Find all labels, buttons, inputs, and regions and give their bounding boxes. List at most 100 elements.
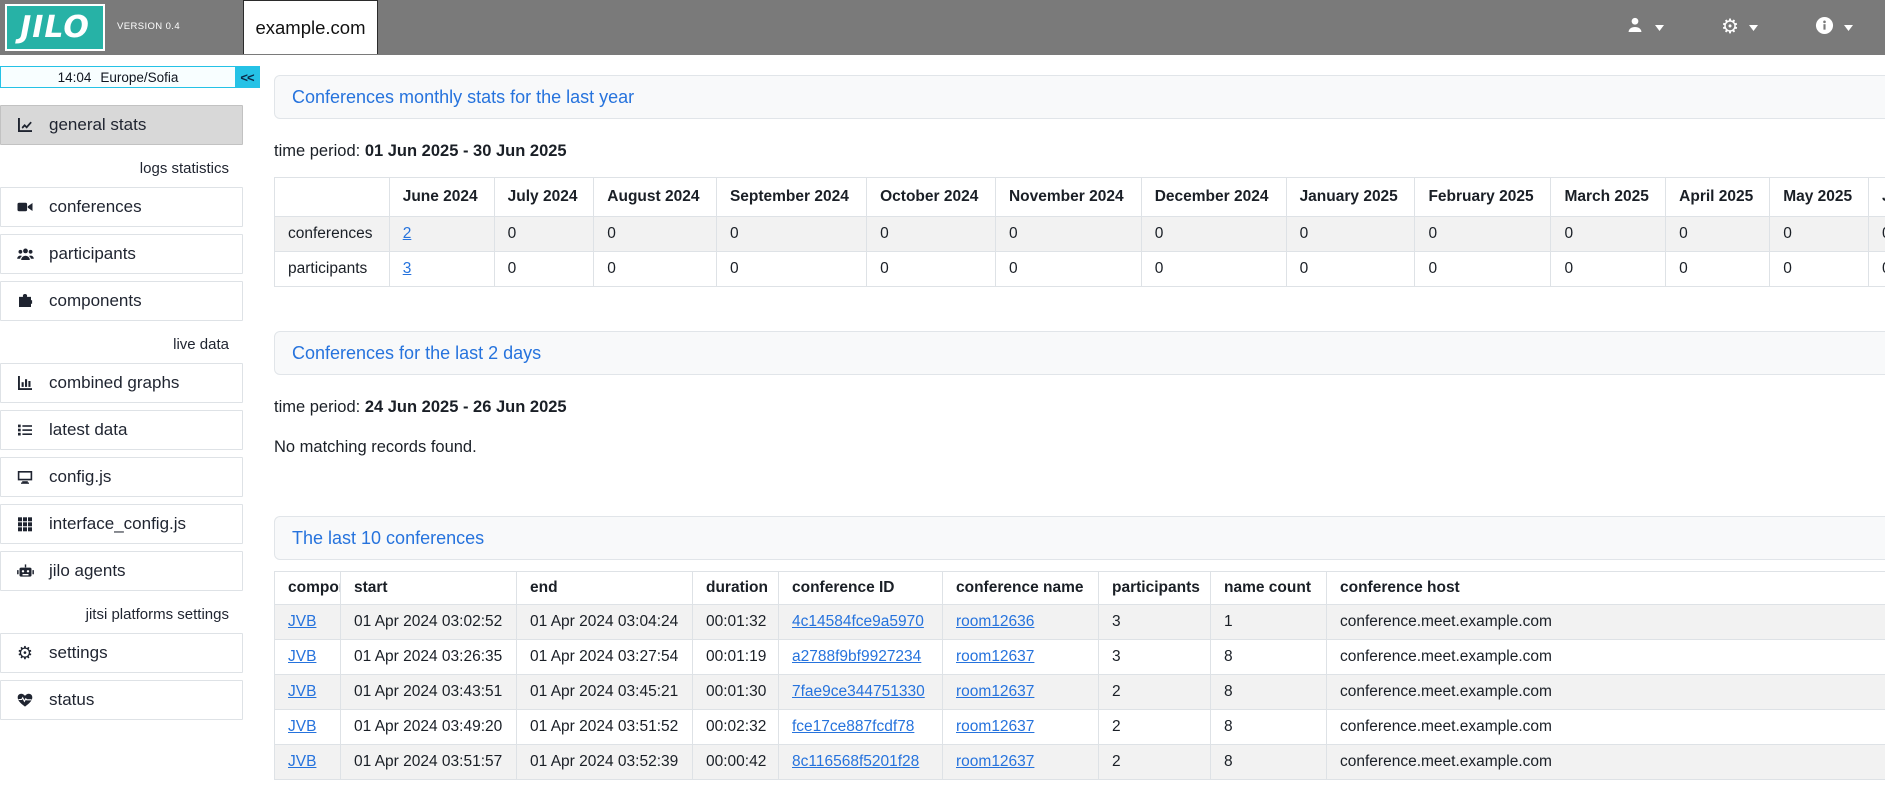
table-cell: 1 [1210, 604, 1327, 640]
bar-chart-icon [14, 375, 36, 391]
time-period-label: time period: [274, 142, 361, 160]
table-cell: 0 [593, 216, 717, 252]
table-link[interactable]: fce17ce887fcdf78 [792, 718, 915, 735]
table-row: JVB 01 Apr 2024 03:43:51 01 Apr 2024 03:45… [274, 674, 1885, 710]
table-cell: 01 Apr 2024 03:51:57 [340, 744, 517, 780]
header-actions: ⚙ [1625, 0, 1885, 55]
sidebar-nav: general stats logs statistics conference… [0, 105, 260, 720]
sidebar-section-label: live data [173, 336, 229, 353]
column-header: name count [1210, 571, 1327, 605]
table-cell: 01 Apr 2024 03:27:54 [516, 639, 693, 675]
sidebar-item-general-stats[interactable]: general stats [0, 105, 243, 145]
section-last-10-conferences: The last 10 conferences componentstarten… [274, 516, 1885, 780]
user-menu-button[interactable] [1625, 16, 1665, 39]
table-cell: 8 [1210, 744, 1327, 780]
table-link[interactable]: JVB [288, 613, 317, 630]
sidebar-item-interface-config-js[interactable]: interface_config.js [0, 504, 243, 544]
table-link[interactable]: 2 [402, 225, 412, 242]
table-cell: 8 [1210, 709, 1327, 745]
clock-timezone: Europe/Sofia [100, 69, 179, 85]
sidebar-item-status[interactable]: status [0, 680, 243, 720]
table-link[interactable]: room12637 [956, 683, 1035, 700]
table-cell: 0 [715, 251, 868, 287]
table-cell: 2 [1098, 674, 1211, 710]
sidebar-item-label: latest data [49, 420, 128, 439]
column-header: start [340, 571, 517, 605]
video-camera-icon [14, 199, 36, 215]
column-header: duration [692, 571, 779, 605]
chevron-down-icon [1844, 24, 1853, 31]
jilo-logo[interactable]: JILO [5, 4, 105, 51]
tab-example-com[interactable]: example.com [243, 0, 378, 54]
table-cell: room12637 [942, 639, 1099, 675]
info-menu-button[interactable] [1815, 16, 1853, 40]
table-link[interactable]: 8c116568f5201f28 [792, 753, 920, 770]
sidebar-collapse-button[interactable]: << [235, 67, 259, 87]
table-cell: 0 [994, 251, 1142, 287]
sidebar-item-settings[interactable]: ⚙ settings [0, 633, 243, 673]
table-cell: conference.meet.example.com [1326, 674, 1885, 710]
table-link[interactable]: room12637 [956, 718, 1035, 735]
sidebar-item-jilo-agents[interactable]: jilo agents [0, 551, 243, 591]
monthly-stats-card-header[interactable]: Conferences monthly stats for the last y… [274, 75, 1885, 119]
table-link[interactable]: 4c14584fce9a5970 [792, 613, 924, 630]
sidebar-item-label: components [49, 291, 142, 310]
table-link[interactable]: JVB [288, 683, 317, 700]
table-cell: 0 [866, 216, 996, 252]
sidebar-item-conferences[interactable]: conferences [0, 187, 243, 227]
list-icon [14, 422, 36, 438]
table-link[interactable]: JVB [288, 753, 317, 770]
table-cell: JVB [274, 709, 341, 745]
table-link[interactable]: room12637 [956, 648, 1035, 665]
time-period-value: 24 Jun 2025 - 26 Jun 2025 [364, 398, 567, 416]
table-cell: 01 Apr 2024 03:51:52 [516, 709, 693, 745]
last-10-conferences-card-header[interactable]: The last 10 conferences [274, 516, 1885, 560]
table-cell: 0 [593, 251, 717, 287]
main-content: Conferences monthly stats for the last y… [260, 55, 1885, 809]
table-cell: JVB [274, 604, 341, 640]
table-link[interactable]: 7fae9ce344751330 [792, 683, 925, 700]
sidebar-item-combined-graphs[interactable]: combined graphs [0, 363, 243, 403]
table-link[interactable]: a2788f9bf9927234 [792, 648, 922, 665]
table-cell: room12637 [942, 709, 1099, 745]
table-cell: 4c14584fce9a5970 [778, 604, 943, 640]
time-period-label: time period: [274, 398, 361, 416]
table-link[interactable]: room12637 [956, 753, 1035, 770]
column-header: July 2024 [493, 177, 595, 217]
table-cell: 3 [1098, 639, 1211, 675]
gear-menu-button[interactable]: ⚙ [1721, 17, 1758, 38]
column-header: September 2024 [715, 177, 868, 217]
column-header: conference name [942, 571, 1099, 605]
table-row: conferences2000000000000 [274, 216, 1885, 252]
table-link[interactable]: room12636 [956, 613, 1035, 630]
column-header: component [274, 571, 341, 605]
sidebar-item-participants[interactable]: participants [0, 234, 243, 274]
sidebar-item-latest-data[interactable]: latest data [0, 410, 243, 450]
table-cell: room12637 [942, 744, 1099, 780]
data-table: componentstartenddurationconference IDco… [274, 571, 1885, 780]
column-header [274, 177, 390, 217]
table-cell: 01 Apr 2024 03:02:52 [340, 604, 517, 640]
table-cell: 00:01:30 [692, 674, 779, 710]
column-header: August 2024 [593, 177, 717, 217]
table-cell: 01 Apr 2024 03:04:24 [516, 604, 693, 640]
table-cell: room12637 [942, 674, 1099, 710]
version-label: VERSION 0.4 [117, 21, 181, 32]
column-header: November 2024 [994, 177, 1142, 217]
column-header: May 2025 [1769, 177, 1869, 217]
table-cell: JVB [274, 674, 341, 710]
last-2-days-card-header[interactable]: Conferences for the last 2 days [274, 331, 1885, 375]
sidebar-item-components[interactable]: components [0, 281, 243, 321]
jilo-logo-text: JILO [20, 10, 90, 45]
sidebar-item-config-js[interactable]: config.js [0, 457, 243, 497]
table-cell: 8 [1210, 639, 1327, 675]
table-cell: conference.meet.example.com [1326, 604, 1885, 640]
table-cell: 01 Apr 2024 03:26:35 [340, 639, 517, 675]
column-header: June 2025 [1867, 177, 1885, 217]
gear-icon: ⚙ [16, 643, 34, 663]
table-link[interactable]: JVB [288, 648, 317, 665]
table-link[interactable]: JVB [288, 718, 317, 735]
table-link[interactable]: 3 [402, 260, 412, 277]
column-header: June 2024 [388, 177, 495, 217]
table-cell: 0 [1140, 251, 1287, 287]
